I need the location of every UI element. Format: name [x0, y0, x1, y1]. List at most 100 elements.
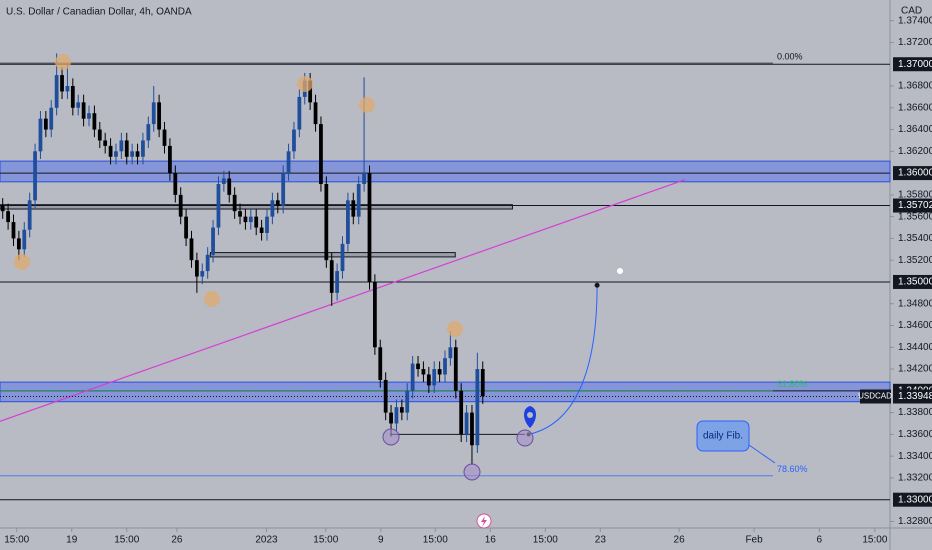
y-tick-label: 1.37400 [898, 15, 932, 26]
symbol-box [860, 389, 891, 404]
candle-body [168, 145, 172, 174]
arrow-head [594, 282, 600, 288]
y-tick-label: 1.36400 [898, 124, 932, 135]
x-tick-label: 15:00 [313, 535, 338, 546]
candle-body [130, 151, 135, 157]
swing-high-marker [447, 321, 463, 337]
x-tick-label: Feb [745, 535, 763, 546]
candle-body [448, 347, 453, 359]
zone [0, 381, 891, 403]
candle-body [189, 238, 194, 261]
level-price-box [893, 274, 932, 289]
level-price-label: 1.35702 [898, 200, 932, 211]
swing-low-marker [204, 291, 220, 307]
x-tick-label: 26 [674, 535, 686, 546]
candle-body [362, 173, 366, 184]
symbol-label: USDCAD [858, 392, 892, 401]
level-price-box [893, 57, 932, 72]
x-tick-label: 15:00 [533, 535, 558, 546]
y-tick-label: 1.35800 [898, 190, 932, 201]
level-price-label: 1.37000 [898, 59, 932, 70]
y-tick-label: 1.34400 [898, 342, 932, 353]
y-tick-label: 1.33800 [898, 407, 932, 418]
level-price-label: 1.36000 [898, 168, 932, 179]
candle-body [367, 173, 372, 282]
candle-body [405, 390, 410, 413]
level-price-label: 1.35000 [898, 277, 932, 288]
x-tick-label: 23 [595, 535, 607, 546]
candle-body [410, 363, 415, 391]
candle-body [475, 369, 480, 446]
candle-body [286, 151, 291, 174]
candle-body [480, 369, 485, 397]
y-tick-label: 1.34800 [898, 298, 932, 309]
y-tick-label: 1.36600 [898, 102, 932, 113]
candle-body [335, 271, 340, 293]
candle-body [119, 140, 124, 152]
support-marker [516, 429, 534, 447]
x-tick-label: 26 [171, 535, 183, 546]
candle-body [81, 102, 86, 119]
x-tick-label: 2023 [255, 535, 278, 546]
candle-body [38, 118, 43, 152]
candle-body [259, 227, 264, 233]
candle-body [238, 211, 242, 217]
candle-body [0, 205, 5, 212]
candle-body [319, 124, 323, 184]
candle-body [97, 129, 102, 141]
fib-label: 78.60% [777, 464, 808, 474]
x-tick-label: 6 [817, 535, 823, 546]
candle-body [43, 118, 48, 130]
candle-body [346, 200, 350, 244]
candle-body [248, 216, 253, 223]
level-price-box [893, 166, 932, 181]
swing-low-marker [14, 254, 30, 270]
y-axis-label: CAD [901, 6, 922, 17]
candle-body [173, 173, 178, 195]
candle-body [184, 216, 188, 239]
fib-label: 0.00% [777, 52, 803, 62]
level-price-label: 1.33000 [898, 494, 932, 505]
swing-high-marker [55, 54, 71, 70]
candle-body [87, 113, 91, 119]
candle-body [124, 140, 129, 157]
candle-body [54, 75, 59, 108]
y-tick-label: 1.33600 [898, 429, 932, 440]
marks: 0.00% 61.80% 78.60% [0, 52, 891, 501]
candle-body [275, 200, 280, 206]
candle-body [65, 86, 70, 92]
candle-body [114, 151, 118, 157]
candle-body [270, 200, 275, 217]
candle-body [464, 412, 469, 435]
candle-body [399, 407, 404, 413]
y-tick-label: 1.35200 [898, 255, 932, 266]
swing-high-marker [359, 97, 375, 113]
x-tick-label: 15:00 [114, 535, 139, 546]
x-tick-label: 19 [66, 535, 78, 546]
candle-body [16, 238, 21, 250]
x-tick-label: 15:00 [862, 535, 887, 546]
candle-body [27, 200, 32, 230]
candle-body [281, 173, 286, 206]
swing-markers [14, 54, 463, 337]
candle-body [157, 102, 162, 130]
candle-body [443, 358, 447, 375]
candle-body [437, 369, 442, 375]
level-price-box [893, 492, 932, 507]
y-tick-label: 1.35600 [898, 211, 932, 222]
candle-body [297, 96, 302, 130]
candle-body [108, 145, 113, 157]
last-price-box [893, 389, 932, 404]
y-tick-label: 1.34200 [898, 364, 932, 375]
support-markers [382, 428, 534, 481]
candle-body [103, 140, 108, 146]
candle-body [340, 243, 345, 272]
zone [0, 160, 891, 183]
support-marker [382, 428, 400, 446]
y-tick-label: 1.36800 [898, 81, 932, 92]
box [209, 252, 456, 258]
candle-body [232, 194, 237, 212]
candle-body [216, 183, 221, 228]
last-price-label: 1.33948 [898, 391, 932, 402]
candle-body [351, 200, 356, 217]
